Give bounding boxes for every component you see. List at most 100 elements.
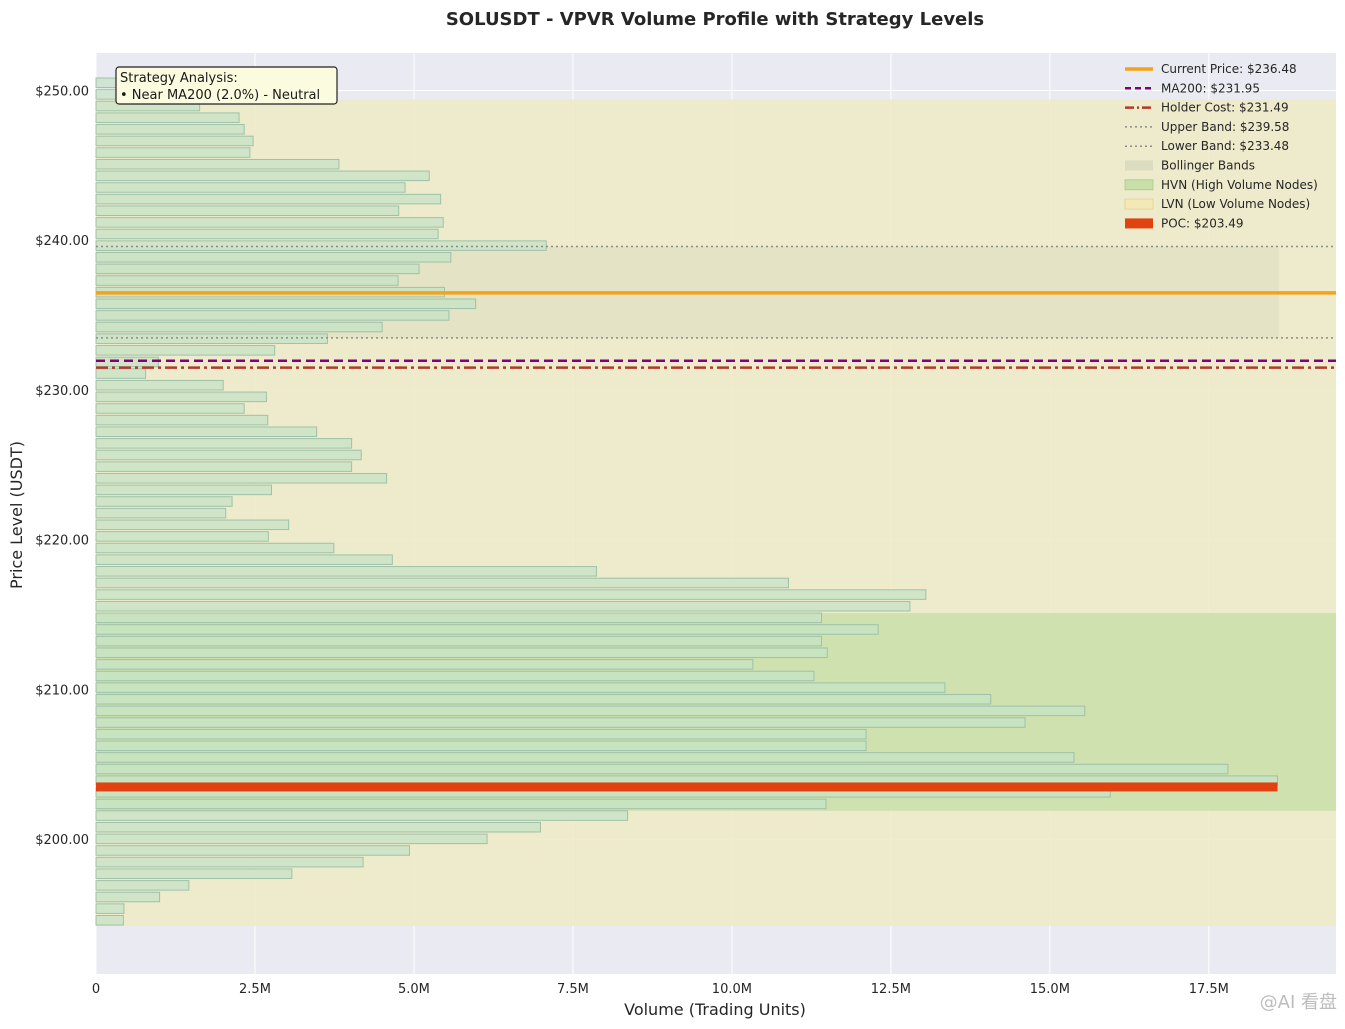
legend-label: MA200: $231.95 — [1161, 81, 1260, 95]
x-tick-label: 12.5M — [871, 982, 911, 997]
strategy-levels — [96, 245, 1336, 792]
legend-label: Upper Band: $239.58 — [1161, 120, 1289, 134]
volume-bar — [95, 193, 442, 205]
volume-bar — [95, 461, 353, 472]
volume-bar — [95, 891, 161, 903]
volume-bar — [95, 705, 1086, 717]
volume-bar — [95, 659, 754, 670]
volume-bar — [95, 693, 992, 705]
volume-bar — [95, 566, 597, 577]
legend-entry: HVN (High Volume Nodes) — [1124, 178, 1318, 192]
x-tick-label: 2.5M — [239, 982, 271, 997]
volume-bar — [95, 438, 353, 449]
volume-bar — [95, 612, 823, 624]
volume-bar — [95, 205, 400, 217]
volume-bar — [95, 391, 267, 403]
y-tick-label: $240.00 — [35, 234, 89, 249]
y-tick-label: $200.00 — [35, 833, 89, 848]
volume-bar — [95, 251, 452, 263]
legend-label: Holder Cost: $231.49 — [1161, 101, 1289, 115]
legend-swatch — [1125, 218, 1153, 229]
y-tick-label: $220.00 — [35, 534, 89, 549]
legend-entry: Current Price: $236.48 — [1125, 62, 1297, 76]
x-tick-label: 17.5M — [1189, 982, 1229, 997]
legend-entry: LVN (Low Volume Nodes) — [1124, 197, 1310, 211]
legend-swatch — [1124, 198, 1154, 210]
volume-bar — [95, 135, 254, 147]
volume-bars — [95, 77, 1278, 926]
volume-bar — [95, 310, 450, 321]
legend-label: HVN (High Volume Nodes) — [1161, 178, 1318, 192]
volume-bar — [95, 124, 245, 135]
volume-bar — [95, 240, 547, 251]
volume-bar — [95, 682, 946, 693]
volume-bar — [95, 763, 1229, 775]
annotation-line-1: Strategy Analysis: — [120, 71, 238, 86]
annotation-box — [115, 66, 338, 105]
volume-bar — [95, 170, 430, 182]
x-axis-label: Volume (Trading Units) — [624, 1000, 806, 1019]
volume-bar — [95, 507, 227, 519]
volume-bar — [95, 147, 251, 158]
volume-bar — [95, 542, 335, 554]
volume-bar — [95, 449, 362, 461]
x-tick-label: 7.5M — [557, 982, 589, 997]
legend-swatch — [1125, 160, 1153, 171]
volume-bar — [95, 647, 828, 659]
legend-entry: Lower Band: $233.48 — [1125, 139, 1289, 153]
annotation-line-2: • Near MA200 (2.0%) - Neutral — [120, 88, 320, 103]
volume-bar — [95, 519, 290, 531]
volume-bar — [95, 833, 488, 845]
volume-bar — [95, 577, 789, 589]
volume-bar — [95, 321, 383, 333]
volume-bar — [95, 414, 269, 426]
legend-entry: Holder Cost: $231.49 — [1125, 101, 1289, 115]
strategy-analysis-box: Strategy Analysis: • Near MA200 (2.0%) -… — [115, 66, 338, 105]
x-tick-label: 5.0M — [398, 982, 430, 997]
volume-bar — [95, 217, 444, 228]
x-axis-ticks: 0 2.5M 5.0M 7.5M 10.0M 12.5M 15.0M 17.5M — [92, 982, 1229, 997]
volume-bar — [95, 635, 823, 647]
volume-bar — [95, 484, 273, 496]
y-axis-ticks: $200.00 $210.00 $220.00 $230.00 $240.00 $250.… — [35, 84, 89, 848]
volume-bar — [95, 845, 410, 856]
poc-bar — [96, 782, 1278, 792]
volume-bar — [95, 379, 224, 391]
volume-bar — [95, 263, 420, 275]
x-tick-label: 15.0M — [1030, 982, 1070, 997]
y-tick-label: $250.00 — [35, 84, 89, 99]
volume-bar — [95, 158, 340, 170]
volume-bar — [95, 426, 318, 438]
y-tick-label: $230.00 — [35, 384, 89, 399]
volume-bar — [95, 740, 867, 752]
volume-bar — [95, 298, 477, 310]
chart-title: SOLUSDT - VPVR Volume Profile with Strat… — [446, 9, 984, 30]
volume-bar — [95, 531, 269, 542]
volume-bar — [95, 496, 233, 507]
volume-bar — [95, 228, 439, 240]
legend-swatch — [1124, 179, 1154, 191]
volume-bar — [95, 670, 815, 682]
legend: Current Price: $236.48 MA200: $231.95 Hold… — [1124, 62, 1318, 230]
volume-bar — [95, 856, 364, 868]
legend-label: Bollinger Bands — [1161, 159, 1255, 173]
legend-entry: Bollinger Bands — [1125, 159, 1255, 173]
volume-bar — [95, 903, 125, 914]
volume-bar — [95, 112, 240, 123]
y-tick-label: $210.00 — [35, 683, 89, 698]
volume-bar — [95, 275, 399, 286]
volume-bar — [95, 728, 867, 740]
watermark: @AI 看盘 — [1260, 992, 1337, 1013]
legend-entry: POC: $203.49 — [1125, 216, 1244, 230]
y-axis-label: Price Level (USDT) — [7, 441, 26, 589]
volume-bar — [95, 589, 927, 600]
volume-bar — [95, 368, 147, 379]
x-tick-label: 0 — [92, 982, 100, 997]
volume-bar — [95, 880, 190, 891]
volume-bar — [95, 752, 1075, 763]
volume-bar — [95, 600, 911, 612]
volume-bar — [95, 345, 276, 356]
volume-bar — [95, 182, 406, 193]
volume-bar — [95, 798, 827, 810]
